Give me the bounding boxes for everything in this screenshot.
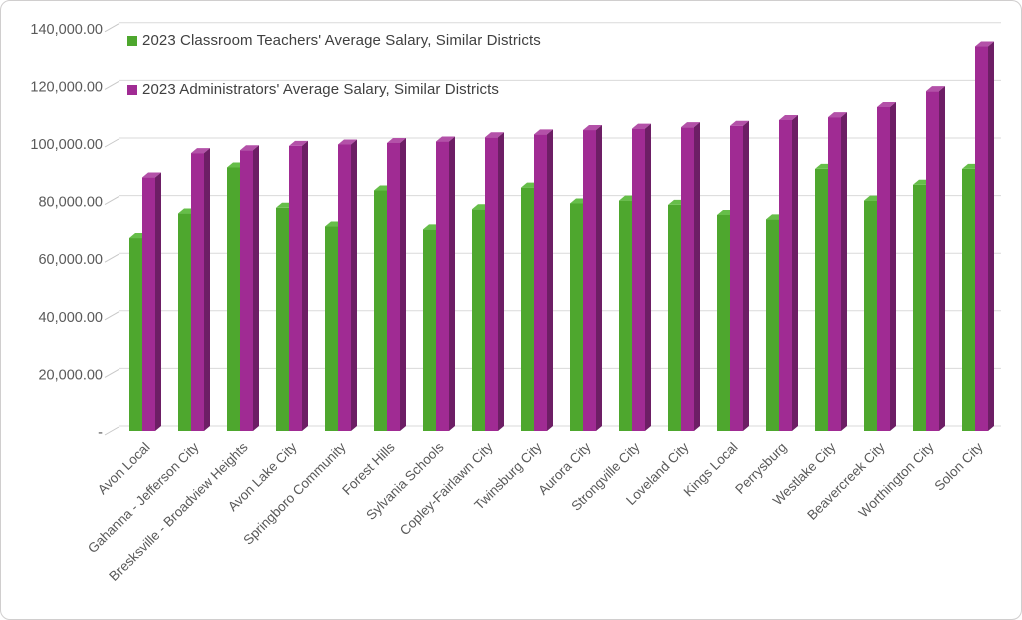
bar-teachers (129, 238, 142, 431)
bar-admins-top (436, 136, 455, 142)
bar-admins-top (877, 102, 896, 107)
legend-swatch-admins (127, 84, 137, 95)
bar-admins-side (596, 125, 602, 431)
bar-admins (877, 107, 890, 431)
y-axis-tick-label: 40,000.00 (38, 310, 103, 326)
bar-admins (436, 141, 449, 431)
bar-admins-top (779, 114, 798, 120)
bar-admins-side (498, 132, 504, 432)
legend-item-teachers: 2023 Classroom Teachers' Average Salary,… (127, 32, 541, 49)
y-axis-tick (104, 80, 120, 90)
bar-admins-side (449, 136, 455, 431)
bar-admins (779, 119, 792, 432)
bar-admins (926, 91, 939, 431)
bar-teachers (570, 203, 583, 431)
legend-item-admins: 2023 Administrators' Average Salary, Sim… (127, 81, 499, 98)
bar-teachers (325, 226, 338, 431)
bar-admins (730, 125, 743, 431)
bar-admins-top (926, 86, 945, 92)
bar-admins (338, 144, 351, 431)
bar-admins-top (240, 145, 259, 151)
bar-admins (240, 150, 253, 431)
bar-admins-side (988, 41, 994, 432)
bar-admins-side (694, 122, 700, 431)
bar-teachers (668, 204, 681, 431)
bar-teachers (178, 213, 191, 431)
bar-admins-top (534, 129, 553, 135)
bar-admins-side (792, 114, 798, 432)
y-axis-tick (104, 426, 120, 436)
bar-teachers (276, 207, 289, 431)
y-axis-tick (104, 368, 120, 378)
y-axis-tick-label: 100,000.00 (30, 137, 103, 153)
bar-admins-side (204, 148, 210, 431)
category-label: Solon City (932, 439, 986, 493)
y-axis-tick (104, 196, 120, 206)
y-axis-tick (104, 311, 120, 321)
y-axis-tick (104, 23, 120, 33)
bar-admins-side (253, 145, 259, 431)
bar-admins-side (351, 139, 357, 431)
bar-teachers (962, 168, 975, 432)
bar-admins-top (191, 148, 210, 154)
bar-admins-top (142, 172, 161, 178)
y-axis-tick-label: 120,000.00 (30, 79, 103, 95)
bar-admins (387, 143, 400, 431)
bar-admins (142, 177, 155, 431)
bar-admins-top (632, 123, 651, 129)
bar-admins (485, 137, 498, 432)
legend-label-admins: 2023 Administrators' Average Salary, Sim… (142, 81, 500, 98)
bar-teachers (815, 168, 828, 432)
bar-admins (975, 46, 988, 432)
bar-admins-side (841, 112, 847, 431)
bar-admins-top (289, 140, 308, 146)
y-axis-tick-label: - (98, 425, 103, 441)
bar-admins (681, 127, 694, 431)
bar-teachers (913, 184, 926, 431)
y-axis-tick-label: 60,000.00 (38, 252, 103, 268)
bar-admins-side (302, 140, 308, 431)
legend-label-teachers: 2023 Classroom Teachers' Average Salary,… (142, 32, 541, 49)
bar-admins-side (939, 86, 945, 431)
bar-admins (632, 128, 645, 431)
category-label: Copley-Fairlawn City (397, 439, 496, 538)
bar-admins-side (645, 123, 651, 431)
bar-admins (289, 145, 302, 431)
bar-admins (191, 153, 204, 431)
bar-teachers (472, 209, 485, 431)
bar-admins-side (155, 172, 161, 431)
y-axis-tick (104, 138, 120, 148)
category-label: Springboro Community (240, 439, 348, 547)
bar-teachers (619, 200, 632, 431)
bar-admins (828, 117, 841, 431)
bar-admins (583, 130, 596, 432)
bar-admins-top (338, 139, 357, 145)
bar-teachers (766, 219, 779, 431)
bar-admins-top (583, 125, 602, 131)
bar-admins-side (890, 102, 896, 431)
bar-admins-top (485, 132, 504, 138)
y-axis-tick-label: 80,000.00 (38, 195, 103, 211)
bar-teachers (374, 190, 387, 431)
bar-teachers (227, 167, 240, 432)
bar-teachers (423, 229, 436, 431)
bar-admins-side (547, 129, 553, 432)
bar-admins-top (828, 112, 847, 118)
y-axis-tick-label: 20,000.00 (38, 367, 103, 383)
bar-admins-top (387, 138, 406, 143)
bar-teachers (521, 187, 534, 431)
bar-admins-top (730, 120, 749, 126)
bar-teachers (864, 200, 877, 431)
bar-admins-top (975, 41, 994, 47)
y-axis-tick (104, 253, 120, 263)
bar-teachers (717, 215, 730, 431)
legend-swatch-teachers (127, 35, 137, 46)
bar-admins (534, 134, 547, 432)
y-axis-tick-label: 140,000.00 (30, 22, 103, 38)
bar-admins-top (681, 122, 700, 128)
bar-admins-side (400, 138, 406, 431)
bar-admins-side (743, 120, 749, 431)
